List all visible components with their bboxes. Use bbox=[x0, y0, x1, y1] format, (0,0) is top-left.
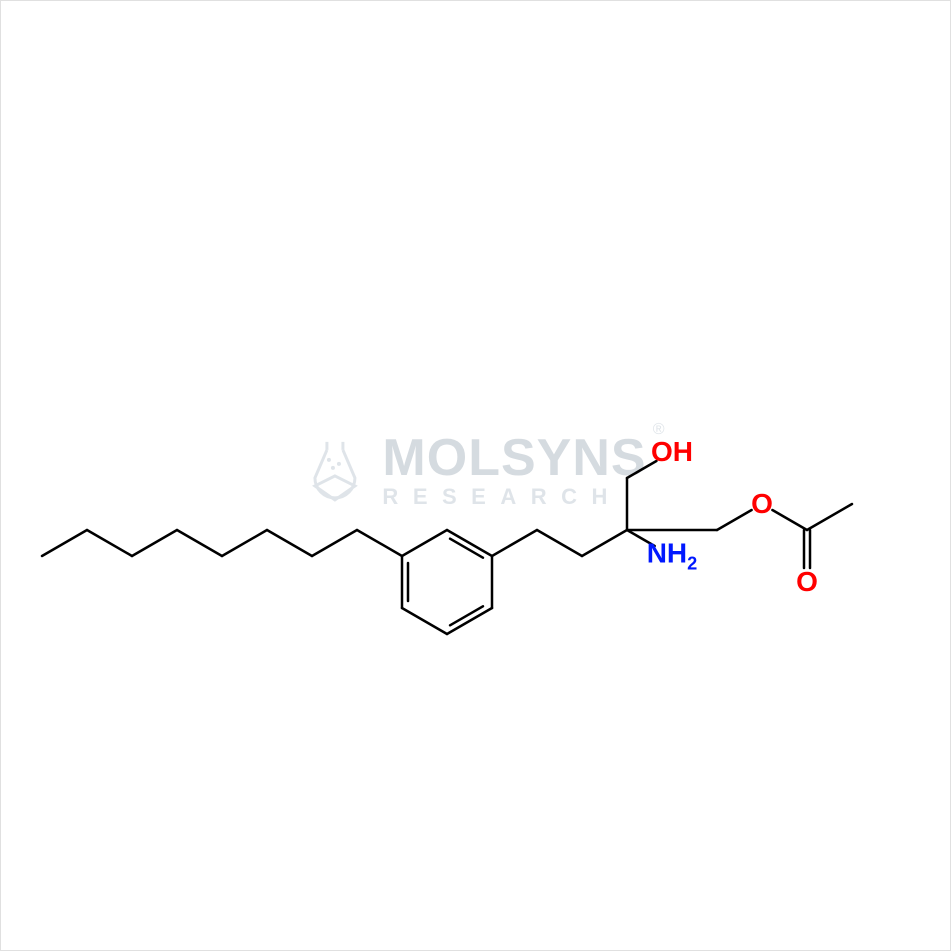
atom-label-od: O bbox=[796, 566, 818, 598]
label-layer: OH NH2 O O bbox=[1, 1, 950, 950]
atom-label-oh: OH bbox=[651, 436, 693, 468]
atom-label-oe: O bbox=[751, 488, 773, 520]
atom-label-nh2: NH2 bbox=[647, 538, 698, 575]
structure-canvas: MOLSYNS RESEARCH ® OHNH2OO bbox=[1, 1, 950, 950]
